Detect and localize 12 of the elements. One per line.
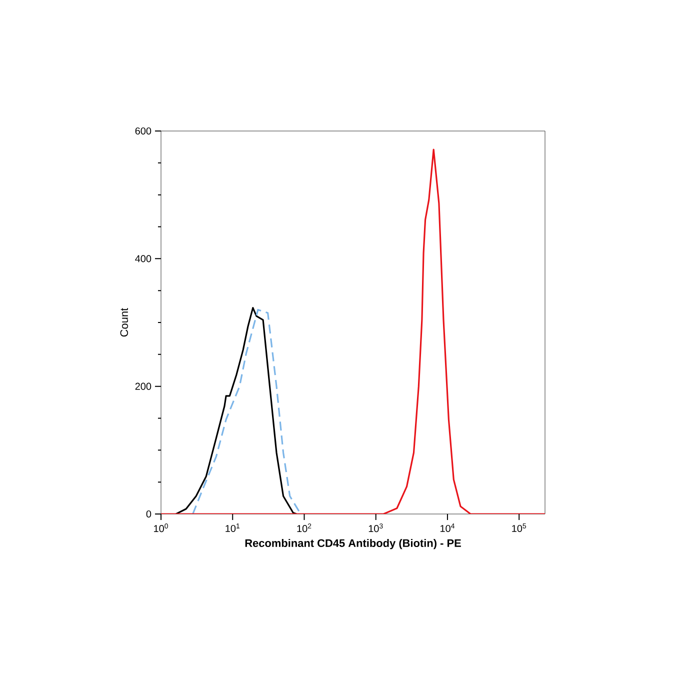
x-tick-label: 10$^{2}$ <box>297 524 312 532</box>
y-axis-title: Count <box>120 308 128 337</box>
y-tick-label: 200 <box>135 382 152 390</box>
y-tick-label: 400 <box>135 255 152 262</box>
y-tick-label: 0 <box>146 510 152 518</box>
y-tick-label: 600 <box>135 127 152 135</box>
x-tick-label: 10$^{1}$ <box>226 524 240 532</box>
x-axis-title: Recombinant CD45 Antibody (Biotin) - PE <box>245 538 461 550</box>
x-tick-label: 10$^{4}$ <box>440 524 455 532</box>
x-tick-label: 10$^{3}$ <box>368 524 383 532</box>
x-tick-label: 10$^{5}$ <box>512 524 526 532</box>
x-tick-label: 10$^{0}$ <box>154 524 168 532</box>
